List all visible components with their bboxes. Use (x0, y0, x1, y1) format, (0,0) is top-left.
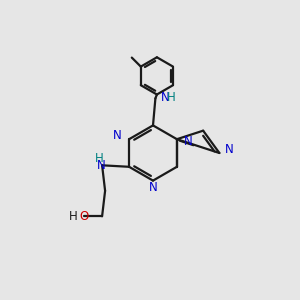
Text: N: N (97, 159, 106, 172)
Text: H: H (69, 210, 77, 223)
Text: N: N (113, 129, 122, 142)
Text: O: O (80, 210, 89, 223)
Text: N: N (148, 181, 158, 194)
Text: N: N (161, 91, 170, 104)
Text: H: H (167, 91, 176, 104)
Text: H: H (95, 152, 104, 165)
Text: N: N (184, 135, 192, 148)
Text: N: N (225, 143, 234, 156)
